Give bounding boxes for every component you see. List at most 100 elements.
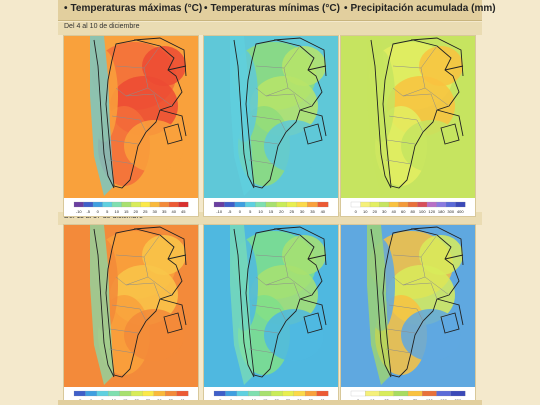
column-title-precip: • Precipitación acumulada (mm) xyxy=(344,3,496,14)
legend-tick-label: 400 xyxy=(457,209,464,214)
legend-swatch xyxy=(213,390,226,397)
legend-tick-label: 35 xyxy=(310,209,315,214)
week-label-1: Del 4 al 10 de diciembre xyxy=(64,23,140,30)
legend-swatch xyxy=(213,201,225,208)
legend-swatch xyxy=(317,201,329,208)
legend-swatch xyxy=(436,201,447,208)
legend-swatch xyxy=(130,390,143,397)
legend-tick-label: 25 xyxy=(143,209,148,214)
legend-tick-label: 5 xyxy=(249,209,252,214)
legend-swatch xyxy=(407,390,423,397)
legend-swatch xyxy=(83,201,94,208)
map-svg: -10 -5 0 5 10 15 20 25 30 35 40 45 xyxy=(64,36,198,214)
legend-tick-label: 180 xyxy=(438,209,445,214)
week-label-2: Del 11 al 17 de diciembre xyxy=(64,213,143,220)
legend-tick-label: 20 xyxy=(134,209,139,214)
legend-swatch xyxy=(236,390,249,397)
legend-swatch xyxy=(379,390,395,397)
legend-swatch xyxy=(130,201,141,208)
legend-swatch xyxy=(224,201,236,208)
legend-tick-label: 300 xyxy=(447,209,454,214)
legend-swatch xyxy=(282,390,295,397)
legend-swatch xyxy=(360,201,371,208)
legend-swatch xyxy=(379,201,390,208)
legend-tick-label: 30 xyxy=(153,209,158,214)
legend-swatch xyxy=(445,201,456,208)
legend-tick-label: 20 xyxy=(279,209,284,214)
legend-swatch xyxy=(407,201,418,208)
legend-swatch xyxy=(149,201,160,208)
legend-swatch xyxy=(178,201,189,208)
legend-swatch xyxy=(270,390,283,397)
legend-tick-label: 10 xyxy=(363,209,368,214)
column-header-bar: • Temperaturas máximas (°C) • Temperaturas… xyxy=(58,0,496,21)
legend-tick-label: -10 xyxy=(76,209,83,214)
legend-swatch xyxy=(393,390,409,397)
map-svg: -10 -5 0 5 10 15 20 25 30 35 40 xyxy=(204,36,338,214)
legend-tick-label: 15 xyxy=(124,209,129,214)
legend-swatch xyxy=(350,390,366,397)
legend-tick-label: -5 xyxy=(86,209,90,214)
column-title-max-temp: • Temperaturas máximas (°C) xyxy=(64,3,203,14)
legend-swatch xyxy=(316,390,329,397)
legend-tick-label: 60 xyxy=(401,209,406,214)
legend-swatch xyxy=(436,390,452,397)
legend-tick-label: 35 xyxy=(162,209,167,214)
legend-swatch xyxy=(159,201,170,208)
legend-tick-label: 0 xyxy=(97,209,100,214)
legend-tick-label: 10 xyxy=(115,209,120,214)
legend-swatch xyxy=(244,201,256,208)
legend-swatch xyxy=(305,390,317,397)
legend-swatch xyxy=(73,201,84,208)
legend-swatch xyxy=(165,390,177,397)
legend-tick-label: 120 xyxy=(428,209,435,214)
legend-swatch xyxy=(121,201,132,208)
legend-tick-label: 45 xyxy=(181,209,186,214)
legend-swatch xyxy=(365,390,380,397)
legend-tick-label: 0 xyxy=(355,209,358,214)
legend-swatch xyxy=(286,201,298,208)
legend-swatch xyxy=(119,390,132,397)
legend-tick-label: 25 xyxy=(290,209,295,214)
map-max-temp-week-1: -10 -5 0 5 10 15 20 25 30 35 40 45 xyxy=(64,36,198,216)
legend-swatch xyxy=(259,390,272,397)
legend-swatch xyxy=(255,201,267,208)
legend-swatch xyxy=(108,390,121,397)
legend-tick-label: 30 xyxy=(300,209,305,214)
legend-tick-label: 40 xyxy=(172,209,177,214)
legend-swatch xyxy=(265,201,277,208)
legend-swatch xyxy=(140,201,151,208)
column-title-min-temp: • Temperaturas mínimas (°C) xyxy=(204,3,340,14)
legend-swatch xyxy=(398,201,409,208)
legend-swatch xyxy=(176,390,189,397)
legend-swatch xyxy=(111,201,122,208)
legend-swatch xyxy=(417,201,428,208)
legend-tick-label: -10 xyxy=(216,209,223,214)
footer-bar xyxy=(58,400,482,405)
map-precip-week-2: 010255075100150200 xyxy=(341,225,475,405)
legend-swatch xyxy=(73,390,86,397)
legend-swatch xyxy=(85,390,98,397)
legend-tick-label: -5 xyxy=(228,209,232,214)
legend-tick-label: 15 xyxy=(269,209,274,214)
legend-tick-label: 30 xyxy=(382,209,387,214)
map-svg: 010255075100150200 xyxy=(341,225,475,403)
legend-swatch xyxy=(307,201,319,208)
legend-swatch xyxy=(225,390,238,397)
legend-swatch xyxy=(153,390,166,397)
legend-swatch xyxy=(96,390,109,397)
legend-swatch xyxy=(450,390,466,397)
legend-swatch xyxy=(102,201,113,208)
legend-tick-label: 20 xyxy=(373,209,378,214)
legend-swatch xyxy=(388,201,399,208)
legend-swatch xyxy=(369,201,380,208)
legend-swatch xyxy=(455,201,466,208)
legend-swatch xyxy=(350,201,361,208)
legend-tick-label: 40 xyxy=(392,209,397,214)
legend-swatch xyxy=(168,201,179,208)
legend-tick-label: 100 xyxy=(419,209,426,214)
legend-swatch xyxy=(293,390,306,397)
